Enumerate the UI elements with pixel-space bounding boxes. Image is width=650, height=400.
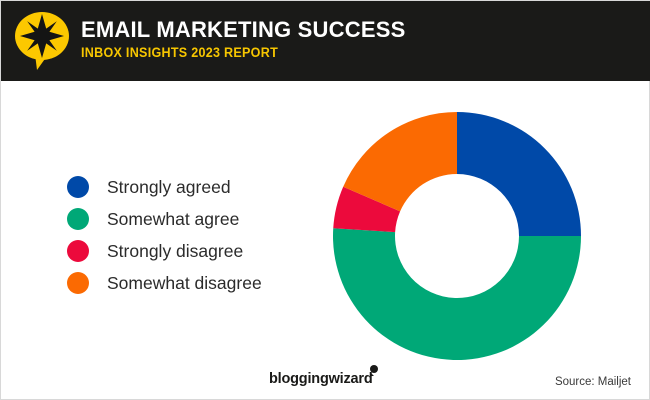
legend-swatch-icon (67, 176, 89, 198)
legend-label: Strongly disagree (107, 240, 244, 261)
legend-swatch-icon (67, 240, 89, 262)
blogging-wizard-wordmark: bloggingwizard (269, 365, 378, 387)
speech-bubble-badge-icon (369, 365, 378, 376)
legend-swatch-icon (67, 272, 89, 294)
legend-swatch-icon (67, 208, 89, 230)
donut-chart (332, 111, 582, 361)
blogging-wizard-logo-icon (13, 10, 71, 72)
legend-item-somewhat-disagree[interactable]: Somewhat disagree (67, 267, 262, 299)
legend-item-strongly-disagree[interactable]: Strongly disagree (67, 235, 262, 267)
source-attribution: Source: Mailjet (554, 376, 631, 388)
donut-slice[interactable] (343, 112, 457, 212)
header-text-block: EMAIL MARKETING SUCCESS INBOX INSIGHTS 2… (81, 18, 405, 62)
page-title: EMAIL MARKETING SUCCESS (81, 17, 406, 43)
page-subtitle: INBOX INSIGHTS 2023 REPORT (81, 44, 279, 60)
donut-slice[interactable] (333, 186, 401, 233)
legend-label: Somewhat agree (107, 208, 240, 229)
chart-legend: Strongly agreed Somewhat agree Strongly … (67, 171, 262, 299)
header-bar: EMAIL MARKETING SUCCESS INBOX INSIGHTS 2… (1, 1, 650, 81)
donut-slice[interactable] (333, 228, 581, 361)
legend-label: Strongly agreed (107, 176, 231, 197)
legend-item-somewhat-agree[interactable]: Somewhat agree (67, 203, 262, 235)
donut-slice[interactable] (457, 112, 581, 236)
legend-label: Somewhat disagree (107, 272, 262, 293)
legend-item-strongly-agreed[interactable]: Strongly agreed (67, 171, 262, 203)
footer-logo-text: bloggingwizard (269, 371, 373, 387)
